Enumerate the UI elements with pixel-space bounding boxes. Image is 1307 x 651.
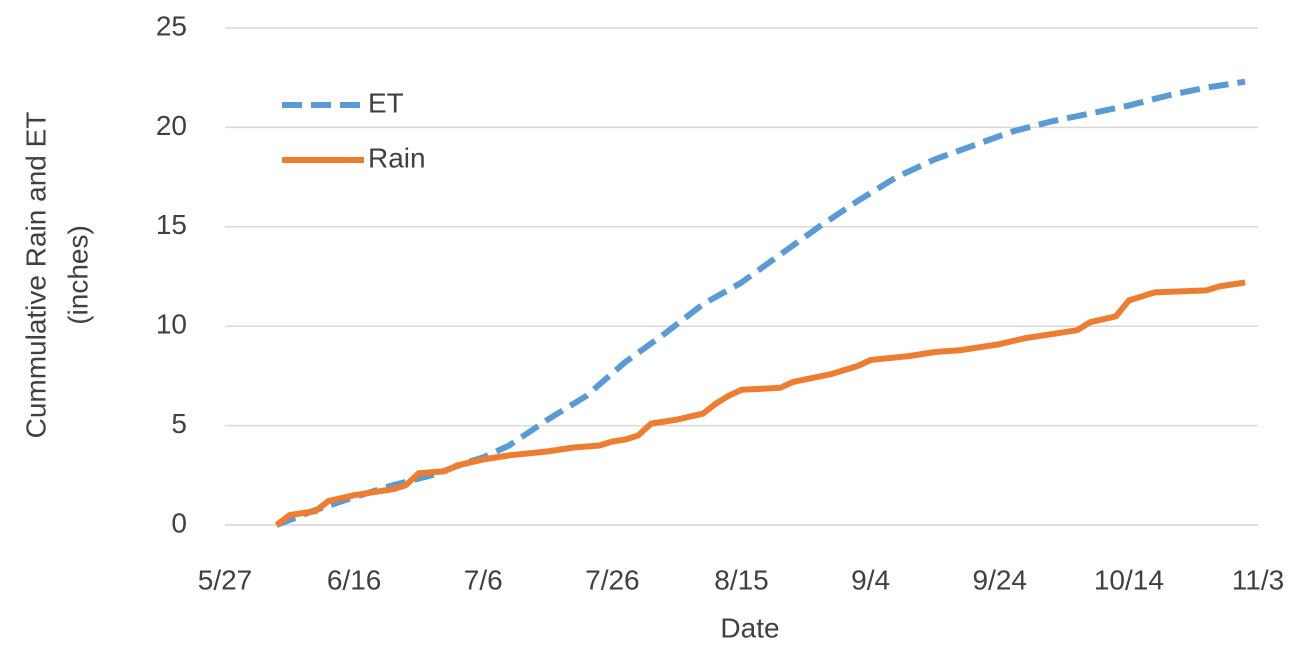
x-tick-label: 9/24	[973, 564, 1028, 595]
y-tick-label: 5	[171, 408, 187, 439]
x-tick-label: 9/4	[851, 564, 890, 595]
y-tick-label: 25	[156, 10, 187, 41]
x-tick-label: 10/14	[1094, 564, 1164, 595]
y-tick-label: 20	[156, 110, 187, 141]
x-tick-label: 5/27	[198, 564, 253, 595]
line-series	[274, 279, 1246, 528]
legend-label: ET	[368, 87, 404, 118]
legend-label: Rain	[368, 142, 426, 173]
y-axis-label: (inches)	[62, 225, 93, 325]
x-tick-label: 7/6	[464, 564, 503, 595]
x-tick-label: 7/26	[585, 564, 640, 595]
x-tick-label: 8/15	[714, 564, 769, 595]
y-tick-label: 10	[156, 309, 187, 340]
x-tick-label: 11/3	[1232, 564, 1284, 595]
x-axis-label: Date	[720, 612, 779, 643]
x-tick-label: 6/16	[327, 564, 382, 595]
y-tick-label: 15	[156, 209, 187, 240]
y-axis-label: Cummulative Rain and ET	[20, 112, 51, 439]
y-tick-label: 0	[171, 507, 187, 538]
